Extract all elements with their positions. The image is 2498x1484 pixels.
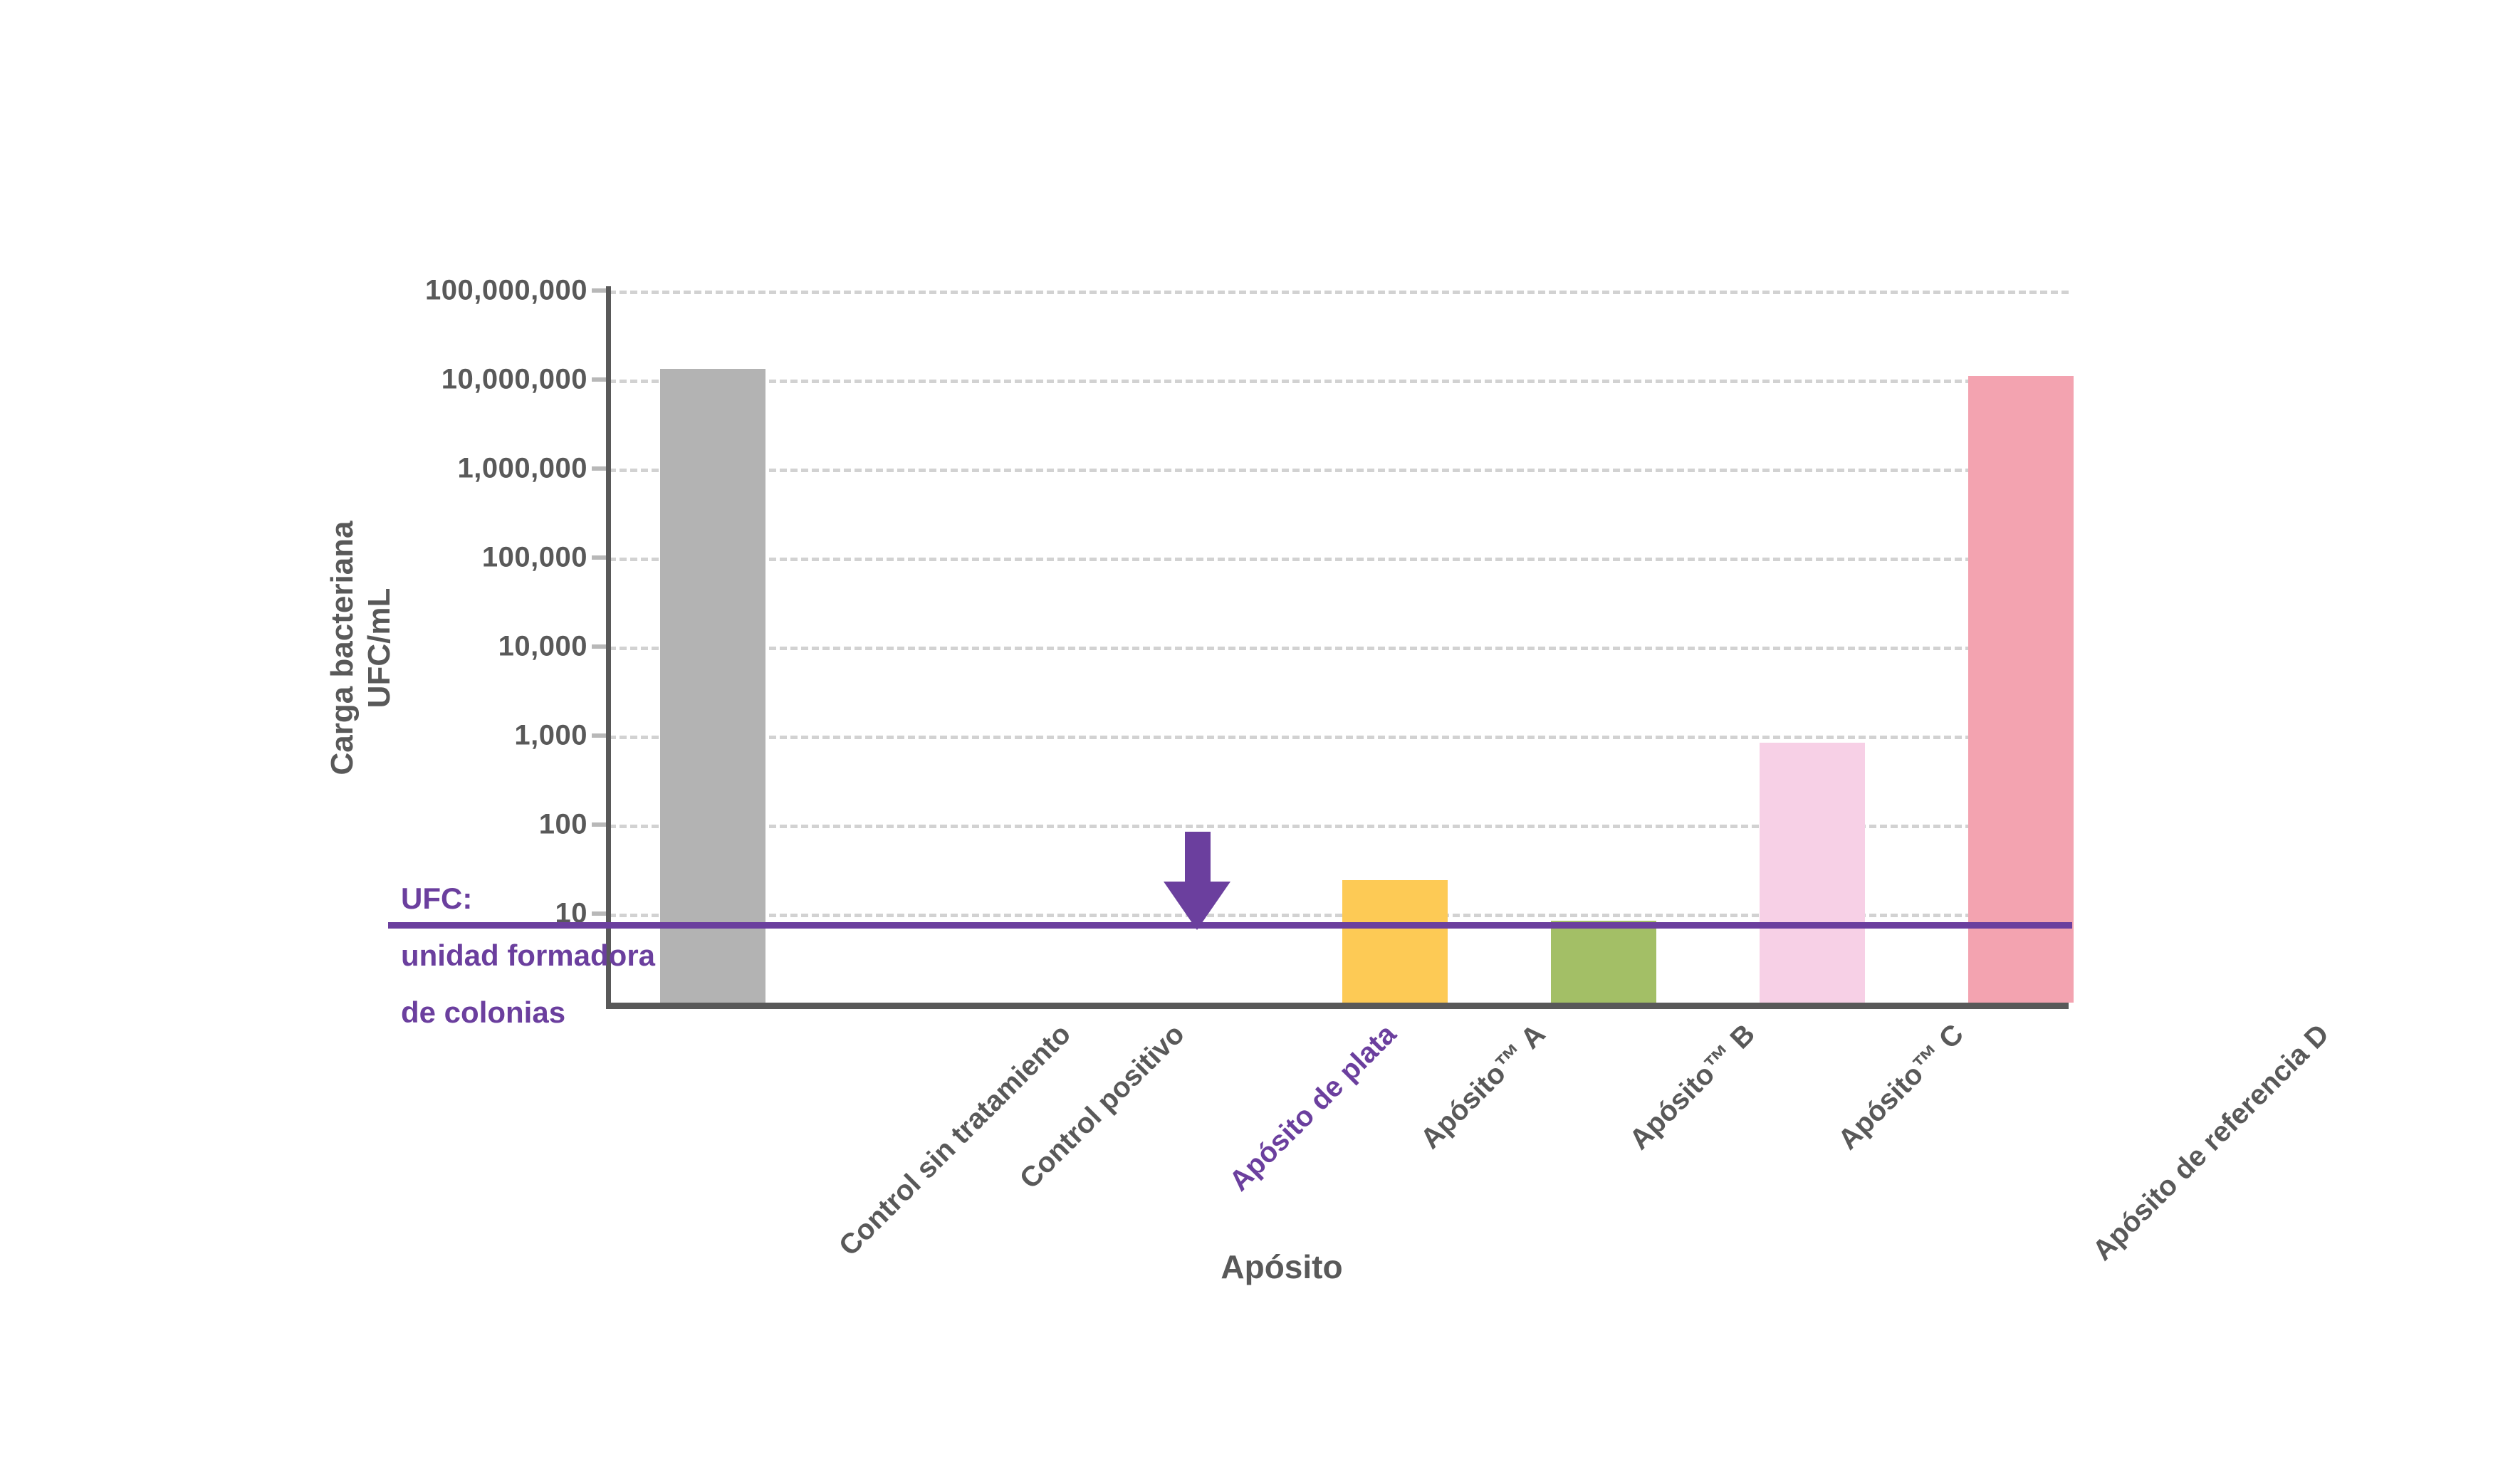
plot-area: 100,000,000 10,000,000 1,000,000 100,000… [425,275,2335,1267]
x-tick-label-aposito-b: Apósito™ B [1624,1018,1761,1156]
down-arrow-shaft [1185,832,1211,887]
ufc-note-line1: UFC: [401,882,473,915]
x-tick-label-aposito-de-plata: Apósito de plata [1223,1018,1403,1198]
bar-control-sin-tratamiento [660,369,765,1003]
y-tick-label-1e3: 1,000 [514,719,587,751]
y-tick-label-1e6: 1,000,000 [457,452,587,484]
gridline-1e8 [609,291,2069,294]
y-tick-label-1e7: 10,000,000 [441,363,587,395]
bar-aposito-b [1551,921,1656,1003]
gridline-1e4 [609,647,2069,650]
y-axis-line [606,286,611,1008]
y-tick-mark-1e2 [592,822,607,827]
x-axis-title: Apósito [1221,1248,1343,1285]
ufc-note-line3: de colonias [401,996,566,1029]
bar-aposito-a [1342,880,1448,1003]
y-tick-mark-1e1 [592,911,607,916]
bar-aposito-c [1760,743,1865,1003]
x-tick-label-control-sin-tratamiento: Control sin tratamiento [832,1018,1077,1263]
y-tick-label-1e2: 100 [538,808,587,840]
down-arrow-head [1164,882,1230,930]
gridline-1e2 [609,825,2069,828]
x-tick-label-aposito-a: Apósito™ A [1414,1018,1552,1155]
y-tick-mark-1e3 [592,733,607,738]
y-tick-mark-1e8 [592,288,607,293]
y-tick-mark-1e4 [592,644,607,649]
x-tick-label-aposito-c: Apósito™ C [1832,1018,1970,1156]
y-tick-label-1e5: 100,000 [481,541,587,573]
gridline-1e1 [609,914,2069,917]
gridline-1e5 [609,558,2069,561]
x-axis-line [606,1003,2069,1009]
gridline-1e6 [609,469,2069,472]
gridline-1e7 [609,380,2069,383]
ufc-note-line2: unidad formadora [401,939,656,972]
y-tick-mark-1e6 [592,466,607,471]
bar-aposito-referencia-d [1968,376,2074,1003]
y-tick-label-1e4: 10,000 [498,630,587,662]
y-tick-mark-1e5 [592,555,607,560]
x-tick-label-aposito-referencia-d: Apósito de referencia D [2086,1018,2336,1267]
y-tick-label-1e8: 100,000,000 [425,274,587,306]
down-arrow-icon [1164,832,1230,930]
y-tick-mark-1e7 [592,377,607,382]
gridline-1e3 [609,736,2069,739]
